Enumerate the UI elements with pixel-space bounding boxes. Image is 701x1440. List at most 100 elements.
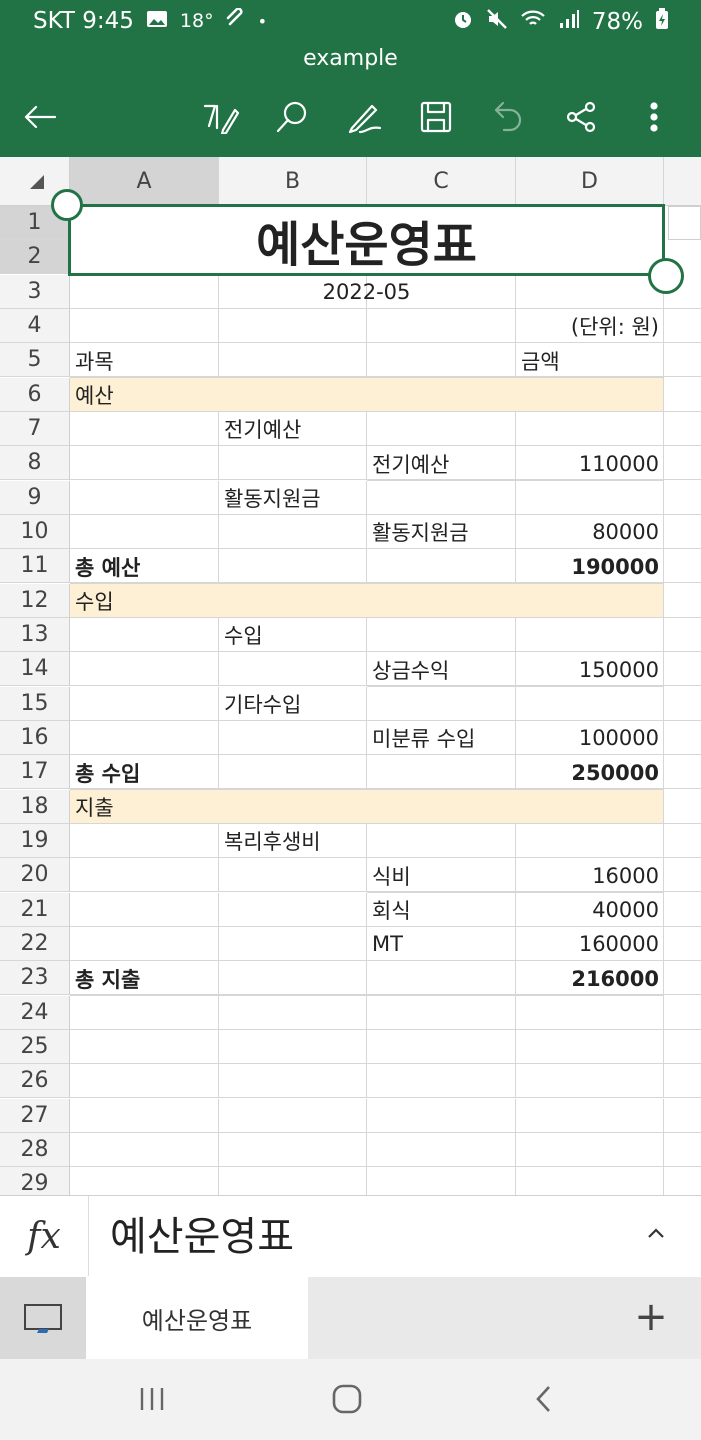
budget-item-amount[interactable]: 110000 bbox=[516, 447, 664, 481]
budget-category-cell[interactable]: 전기예산 bbox=[219, 412, 516, 446]
row-header[interactable]: 4 bbox=[0, 308, 70, 343]
row-header[interactable]: 16 bbox=[0, 720, 70, 755]
welfare-category-cell[interactable]: 복리후생비 bbox=[219, 824, 516, 858]
amount-header-cell[interactable]: 금액 bbox=[516, 344, 664, 378]
share-icon[interactable] bbox=[557, 92, 605, 142]
row-header[interactable]: 11 bbox=[0, 549, 70, 584]
subject-header-cell[interactable]: 과목 bbox=[70, 344, 516, 378]
grid-cell[interactable] bbox=[367, 1098, 516, 1133]
grid-cell[interactable] bbox=[70, 858, 219, 893]
row-header[interactable]: 15 bbox=[0, 686, 70, 721]
back-arrow-icon[interactable] bbox=[16, 92, 64, 142]
total-income-amount[interactable]: 250000 bbox=[516, 756, 664, 790]
grid-cell[interactable] bbox=[516, 1132, 664, 1167]
row-header[interactable]: 23 bbox=[0, 961, 70, 996]
formula-input[interactable]: 예산운영표 bbox=[110, 1214, 294, 1260]
unclassified-income-cell[interactable]: 미분류 수입 bbox=[367, 721, 516, 755]
total-expense-amount[interactable]: 216000 bbox=[516, 962, 664, 996]
grid-cell[interactable] bbox=[70, 720, 219, 755]
column-header-d[interactable]: D bbox=[516, 157, 664, 206]
row-header[interactable]: 3 bbox=[0, 274, 70, 309]
grid-cell[interactable] bbox=[219, 858, 367, 893]
grid-cell[interactable] bbox=[219, 961, 367, 996]
column-header-a[interactable]: A bbox=[70, 157, 219, 206]
fx-icon[interactable]: fx bbox=[0, 1196, 89, 1276]
grid-cell[interactable] bbox=[70, 446, 219, 481]
grid-cell[interactable] bbox=[664, 927, 701, 961]
grid-cell[interactable] bbox=[70, 514, 219, 549]
grid-cell[interactable] bbox=[70, 686, 219, 721]
row-header[interactable]: 13 bbox=[0, 617, 70, 652]
grid-cell[interactable] bbox=[664, 584, 701, 618]
grid-cell[interactable] bbox=[219, 1132, 367, 1167]
budget-item-cell[interactable]: 전기예산 bbox=[367, 447, 516, 481]
grid-cell[interactable] bbox=[219, 720, 367, 755]
draw-icon[interactable] bbox=[340, 92, 388, 142]
grid-cell[interactable] bbox=[664, 893, 701, 927]
date-cell[interactable]: 2022-05 bbox=[70, 275, 664, 309]
grid-cell[interactable] bbox=[219, 1167, 367, 1195]
grid-cell[interactable] bbox=[516, 823, 664, 858]
section-budget-cell[interactable]: 예산 bbox=[70, 378, 664, 412]
column-header-c[interactable]: C bbox=[367, 157, 516, 206]
meal-cell[interactable]: 식비 bbox=[367, 859, 516, 893]
grid-cell[interactable] bbox=[664, 618, 701, 652]
total-budget-label[interactable]: 총 예산 bbox=[70, 550, 516, 584]
grid-cell[interactable] bbox=[70, 617, 219, 652]
column-header-e[interactable] bbox=[664, 157, 701, 206]
grid-cell[interactable] bbox=[219, 1029, 367, 1064]
sheet-tab-active[interactable]: 예산운영표 bbox=[86, 1277, 308, 1359]
grid-cell[interactable] bbox=[664, 721, 701, 755]
more-icon[interactable] bbox=[630, 92, 678, 142]
income-category-cell[interactable]: 수입 bbox=[219, 618, 516, 652]
grid-cell[interactable] bbox=[367, 1064, 516, 1099]
grid-cell[interactable] bbox=[219, 343, 367, 378]
grid-cell[interactable] bbox=[70, 823, 219, 858]
row-header[interactable]: 21 bbox=[0, 892, 70, 927]
search-icon[interactable] bbox=[268, 92, 316, 142]
grid-cell[interactable] bbox=[664, 1133, 701, 1167]
grid-cell[interactable] bbox=[664, 687, 701, 721]
row-header[interactable]: 14 bbox=[0, 652, 70, 687]
grid-cell[interactable] bbox=[516, 1167, 664, 1195]
sheet-title-cell[interactable]: 예산운영표 bbox=[70, 206, 664, 275]
grid-cell[interactable] bbox=[664, 652, 701, 687]
selection-handle-top-left[interactable] bbox=[51, 189, 83, 221]
unclassified-income-amount[interactable]: 100000 bbox=[516, 721, 664, 755]
spreadsheet-grid[interactable]: A B C D 1 2 3 4 5 6 7 8 9 10 11 12 13 14 15 16 17 18 19 20 2… bbox=[0, 157, 701, 1195]
prize-income-cell[interactable]: 상금수익 bbox=[367, 653, 516, 687]
chevron-up-icon[interactable] bbox=[641, 1218, 671, 1248]
support-item-amount[interactable]: 80000 bbox=[516, 515, 664, 549]
row-header[interactable]: 25 bbox=[0, 1029, 70, 1064]
grid-cell[interactable] bbox=[219, 1098, 367, 1133]
grid-cell[interactable] bbox=[70, 1098, 219, 1133]
grid-cell[interactable] bbox=[70, 961, 219, 996]
total-expense-label[interactable]: 총 지출 bbox=[70, 962, 516, 996]
grid-cell[interactable] bbox=[664, 446, 701, 481]
back-icon[interactable] bbox=[514, 1379, 574, 1419]
grid-cell[interactable] bbox=[664, 343, 701, 378]
grid-cell[interactable] bbox=[664, 1167, 701, 1195]
grid-cell[interactable] bbox=[219, 652, 367, 687]
other-income-category-cell[interactable]: 기타수입 bbox=[219, 687, 516, 721]
row-header[interactable]: 28 bbox=[0, 1132, 70, 1167]
row-header[interactable]: 17 bbox=[0, 755, 70, 790]
grid-cell[interactable] bbox=[664, 515, 701, 549]
save-icon[interactable] bbox=[412, 92, 460, 142]
grid-cell[interactable] bbox=[664, 996, 701, 1030]
column-header-b[interactable]: B bbox=[219, 157, 367, 206]
section-expense-cell[interactable]: 지출 bbox=[70, 790, 664, 824]
undo-icon[interactable] bbox=[484, 92, 532, 142]
total-budget-amount[interactable]: 190000 bbox=[516, 550, 664, 584]
row-header[interactable]: 20 bbox=[0, 858, 70, 893]
grid-cell[interactable] bbox=[664, 824, 701, 858]
prize-income-amount[interactable]: 150000 bbox=[516, 653, 664, 687]
grid-cell[interactable] bbox=[219, 1064, 367, 1099]
grid-cell[interactable] bbox=[664, 412, 701, 446]
grid-cell[interactable] bbox=[367, 1029, 516, 1064]
grid-cell[interactable] bbox=[219, 514, 367, 549]
mt-cell[interactable]: MT bbox=[367, 927, 516, 961]
grid-cell[interactable] bbox=[367, 995, 516, 1030]
grid-cell[interactable] bbox=[516, 1098, 664, 1133]
grid-cell[interactable] bbox=[367, 1167, 516, 1195]
